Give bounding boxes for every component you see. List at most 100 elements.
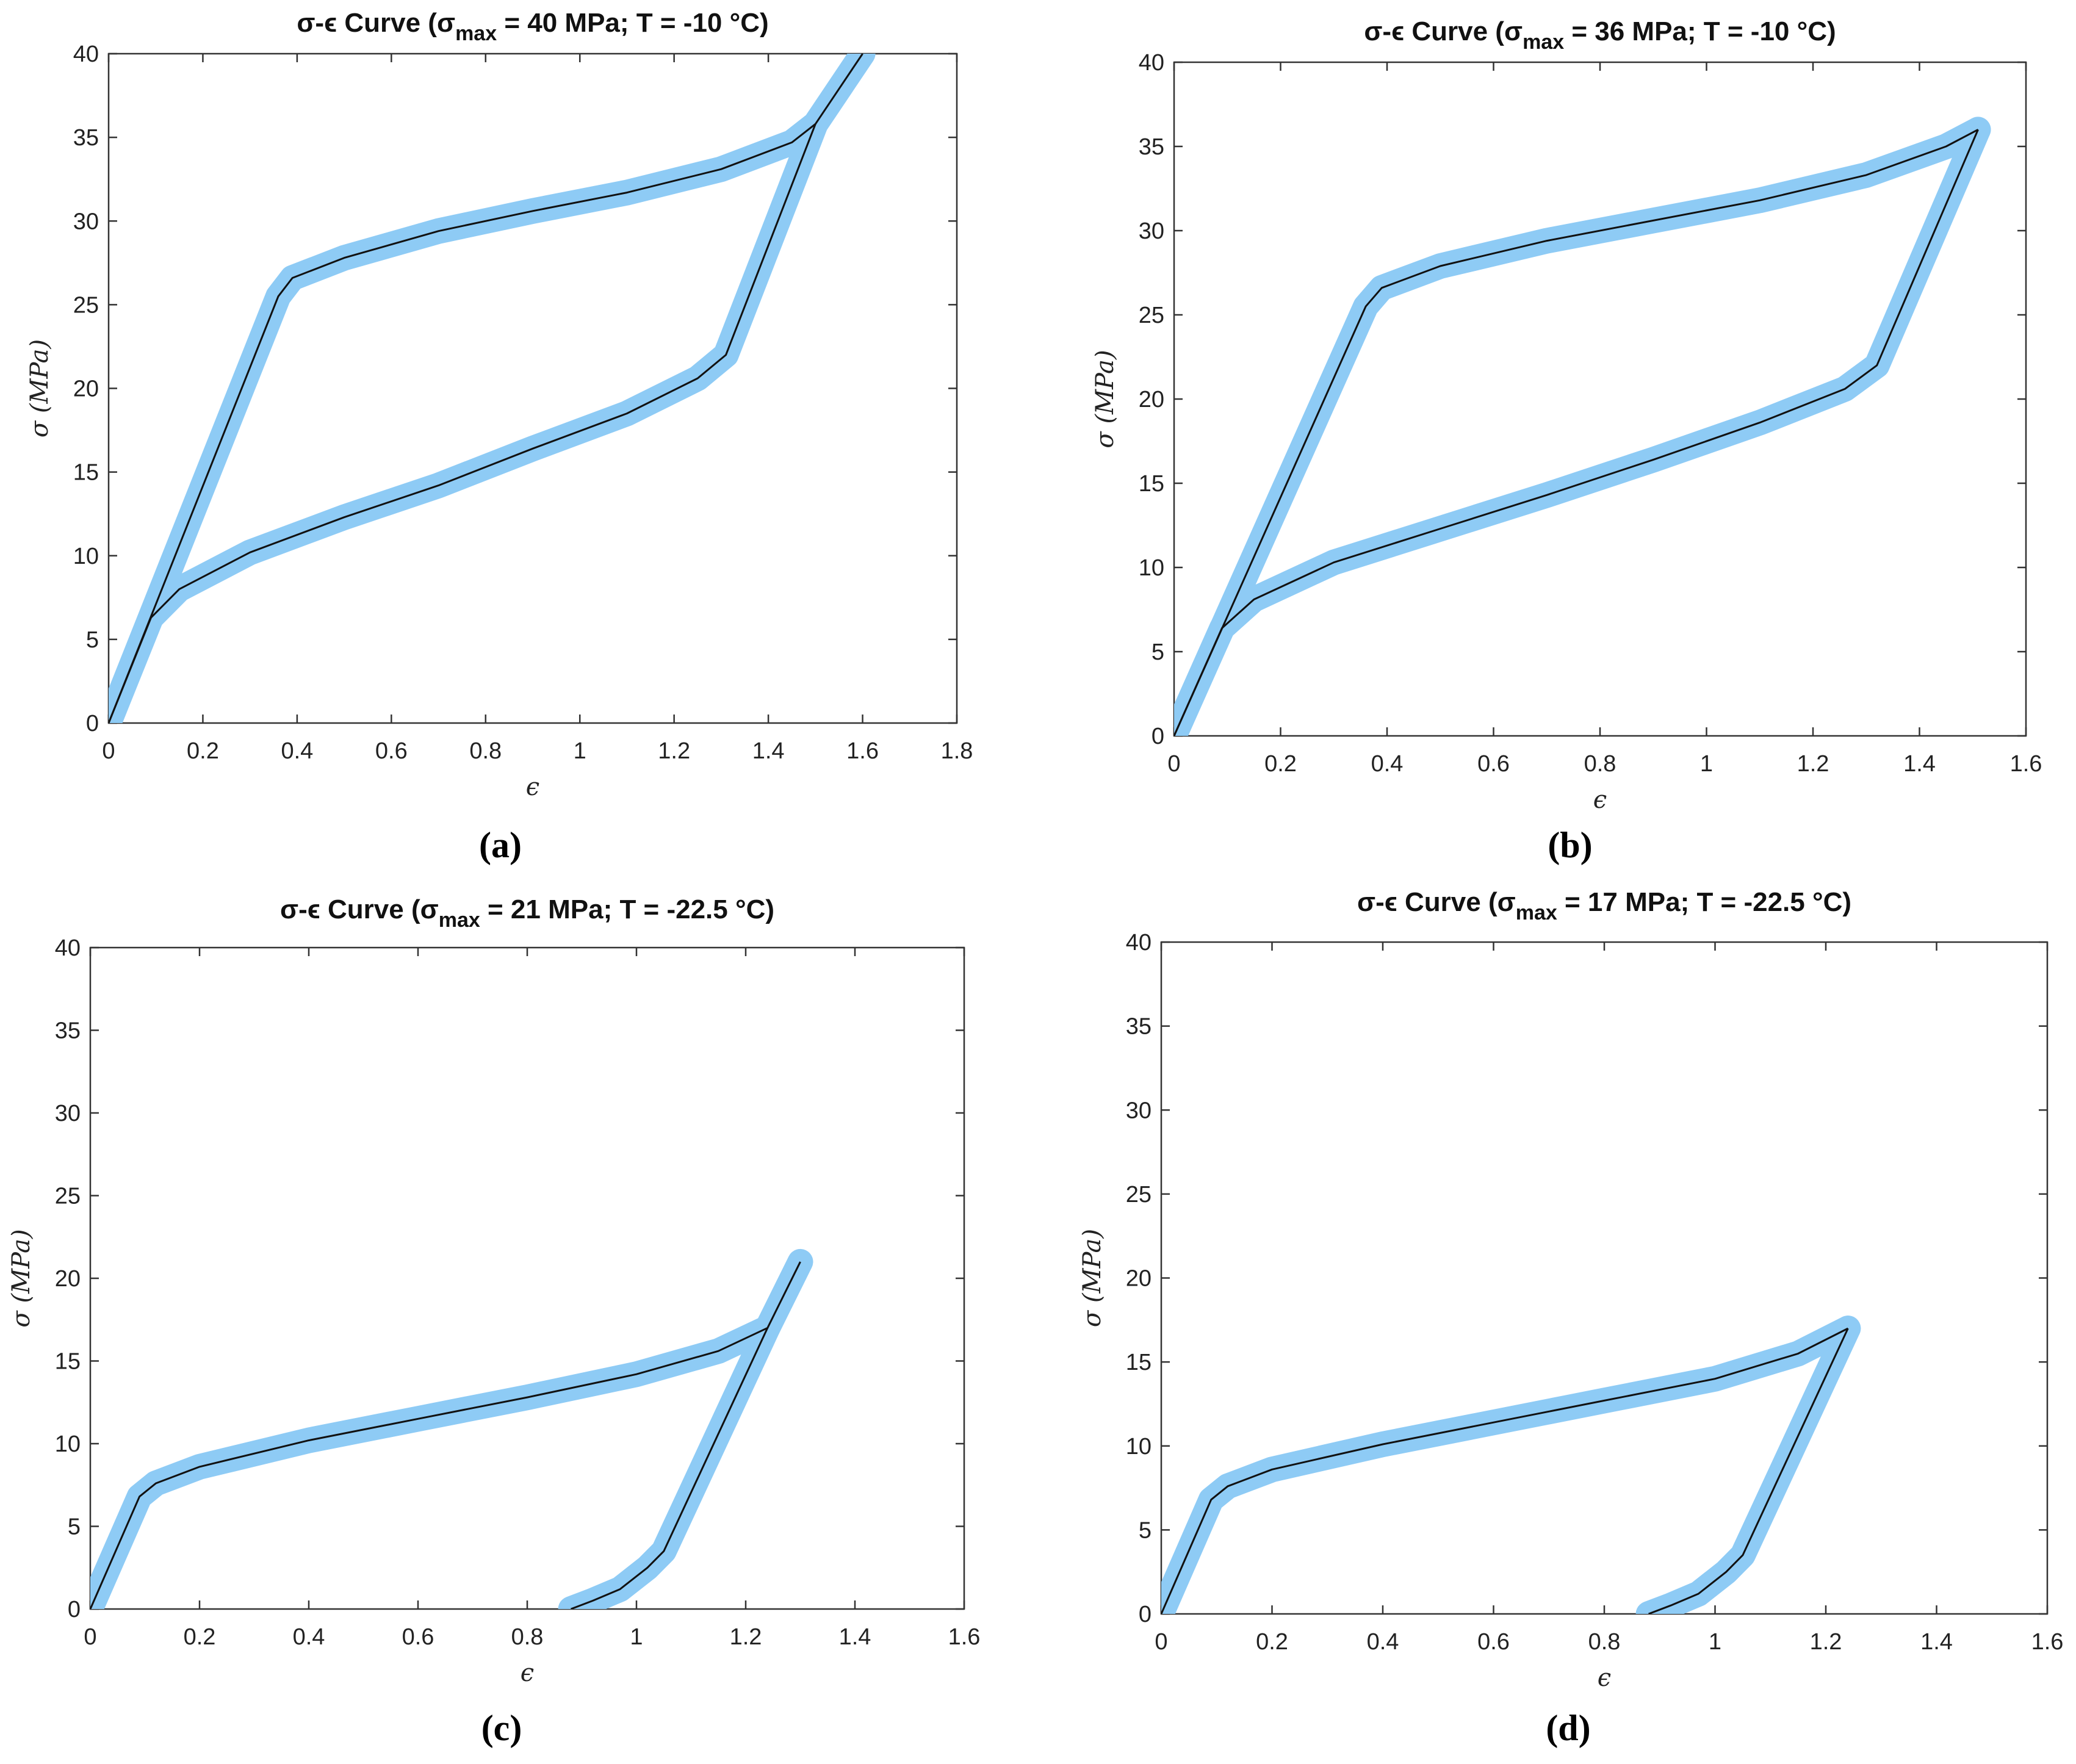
y-tick-label: 10 — [55, 1431, 81, 1457]
x-tick-label: 1.4 — [1903, 751, 1936, 777]
x-tick-label: 0.8 — [511, 1624, 544, 1650]
y-tick-label: 15 — [55, 1349, 81, 1375]
series-line-loading — [1161, 1327, 1848, 1614]
x-tick-label: 0 — [84, 1624, 96, 1650]
x-tick-label: 1.4 — [752, 738, 785, 764]
y-tick-label: 35 — [55, 1018, 81, 1044]
y-tick-label: 40 — [1139, 50, 1164, 76]
x-tick-label: 0.8 — [1584, 751, 1616, 777]
series-line-loading — [109, 54, 863, 723]
y-tick-label: 30 — [73, 209, 99, 234]
y-tick-label: 10 — [73, 544, 99, 569]
chart-panel-d: 0 0.2 0.4 0.6 0.8 1 1.2 1.4 1.6 0 5 10 15 20 25 30 35 40 ϵ… — [1078, 887, 2063, 1692]
x-tick-label: 0 — [1167, 751, 1180, 777]
x-tick-label: 0.6 — [375, 738, 408, 764]
x-tick-label: 1.8 — [941, 738, 973, 764]
y-tick-label: 35 — [1126, 1014, 1152, 1040]
series-line-unloading — [1648, 1328, 1849, 1614]
x-tick-label: 0.2 — [1256, 1629, 1288, 1655]
x-tick-label: 1.2 — [658, 738, 690, 764]
y-tick-label: 5 — [86, 627, 99, 653]
y-tick-label: 5 — [1139, 1517, 1152, 1543]
y-tick-label: 40 — [1126, 930, 1152, 956]
x-tick-label: 1.2 — [730, 1624, 762, 1650]
x-tick-label: 0.6 — [1477, 751, 1510, 777]
series-band-unloading — [1174, 117, 1991, 736]
y-axis-label: σ (MPa) — [1078, 1229, 1106, 1327]
y-tick-label: 25 — [1126, 1182, 1152, 1208]
x-axis-label: ϵ — [521, 1659, 534, 1687]
x-axis-label: ϵ — [1593, 786, 1607, 814]
series-line-unloading — [1174, 129, 1979, 736]
y-tick-label: 40 — [55, 935, 81, 961]
chart-panel-a: 0 0.2 0.4 0.6 0.8 1 1.2 1.4 1.6 1.8 0 5 10 15 20 25 30 35… — [26, 8, 973, 801]
y-axis-label: σ (MPa) — [1091, 350, 1119, 448]
panel-caption: (c) — [481, 1708, 522, 1748]
x-tick-label: 0.8 — [469, 738, 502, 764]
x-axis-label: ϵ — [1598, 1664, 1611, 1692]
y-tick-label: 0 — [86, 711, 99, 736]
x-tick-label: 1 — [574, 738, 586, 764]
series-group — [1161, 1316, 1861, 1614]
y-tick-label: 20 — [1126, 1266, 1152, 1292]
chart-panel-b: 0 0.2 0.4 0.6 0.8 1 1.2 1.4 1.6 0 5 10 15 20 25 30 35 40 ϵ… — [1091, 16, 2042, 814]
series-band-loading — [1174, 117, 1991, 736]
y-tick-label: 35 — [1139, 134, 1164, 160]
series-band-loading — [109, 54, 876, 723]
chart-title: σ-ϵ Curve (σmax = 40 MPa; T = -10 °C) — [297, 8, 768, 45]
y-tick-label: 0 — [1139, 1602, 1152, 1627]
y-tick-label: 20 — [55, 1266, 81, 1292]
y-tick-label: 15 — [73, 460, 99, 486]
y-tick-label: 40 — [73, 41, 99, 67]
series-group — [109, 54, 876, 723]
x-tick-label: 0.2 — [184, 1624, 216, 1650]
series-line-unloading — [571, 1327, 769, 1609]
x-tick-label: 1.6 — [948, 1624, 981, 1650]
y-tick-label: 25 — [73, 292, 99, 318]
y-tick-label: 30 — [1126, 1098, 1152, 1123]
y-axis-label: σ (MPa) — [7, 1229, 35, 1327]
series-line-loading — [90, 1261, 801, 1609]
series-band-loading — [90, 1248, 813, 1609]
series-line-loading — [1174, 129, 1979, 736]
x-tick-label: 0.2 — [187, 738, 219, 764]
y-tick-label: 25 — [1139, 303, 1164, 328]
x-tick-label: 0.2 — [1264, 751, 1297, 777]
x-axis-label: ϵ — [526, 773, 539, 801]
x-tick-label: 0.6 — [402, 1624, 434, 1650]
x-tick-label: 1.2 — [1797, 751, 1829, 777]
x-tick-label: 1.2 — [1810, 1629, 1842, 1655]
panel-caption: (b) — [1548, 825, 1592, 865]
y-tick-label: 20 — [73, 376, 99, 402]
x-tick-label: 0.4 — [293, 1624, 325, 1650]
series-line-unloading — [109, 123, 816, 723]
panel-caption: (a) — [479, 825, 522, 865]
x-tick-label: 1 — [630, 1624, 643, 1650]
y-tick-label: 5 — [1152, 639, 1164, 665]
y-tick-label: 20 — [1139, 387, 1164, 412]
y-tick-label: 35 — [73, 125, 99, 151]
x-tick-label: 0.4 — [281, 738, 313, 764]
x-tick-label: 1.6 — [2010, 751, 2042, 777]
y-tick-label: 10 — [1126, 1434, 1152, 1460]
chart-title: σ-ϵ Curve (σmax = 21 MPa; T = -22.5 °C) — [280, 895, 774, 932]
x-tick-label: 0 — [1155, 1629, 1167, 1655]
x-tick-label: 0.8 — [1588, 1629, 1621, 1655]
chart-title: σ-ϵ Curve (σmax = 36 MPa; T = -10 °C) — [1364, 16, 1836, 54]
y-tick-label: 15 — [1126, 1350, 1152, 1375]
x-tick-label: 0 — [102, 738, 115, 764]
x-tick-label: 1.4 — [839, 1624, 871, 1650]
x-tick-label: 0.6 — [1477, 1629, 1510, 1655]
chart-title: σ-ϵ Curve (σmax = 17 MPa; T = -22.5 °C) — [1357, 887, 1851, 924]
plot-frame — [89, 946, 965, 1610]
series-group — [1174, 117, 1991, 736]
x-tick-label: 1.4 — [1920, 1629, 1953, 1655]
panel-caption: (d) — [1546, 1708, 1590, 1748]
x-tick-label: 1 — [1709, 1629, 1721, 1655]
y-tick-label: 25 — [55, 1184, 81, 1209]
y-tick-label: 30 — [1139, 218, 1164, 244]
y-axis-label: σ (MPa) — [26, 339, 54, 437]
y-tick-label: 0 — [68, 1597, 81, 1622]
x-tick-label: 1.6 — [846, 738, 879, 764]
